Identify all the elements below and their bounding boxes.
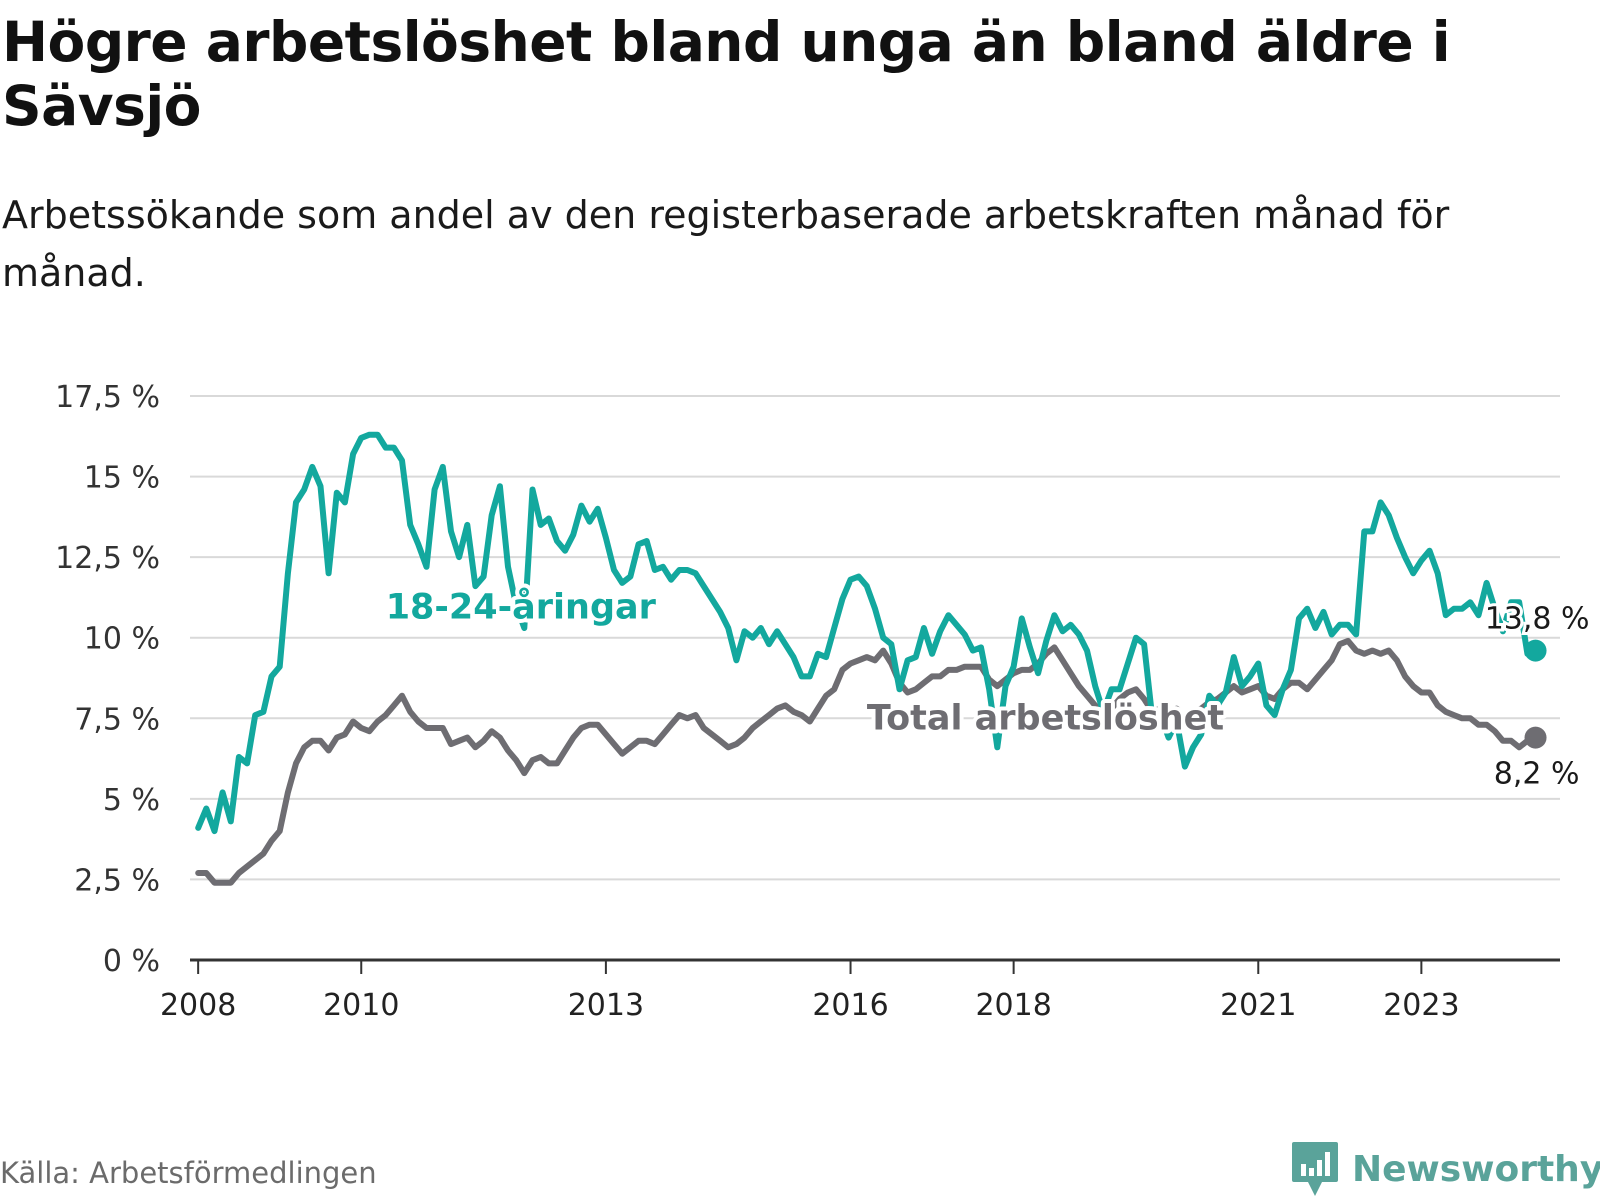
y-tick-label: 5 %: [103, 783, 160, 818]
y-tick-label: 15 %: [84, 461, 160, 496]
y-tick-label: 17,5 %: [55, 380, 160, 415]
newsworthy-logo-icon: [1292, 1142, 1338, 1196]
line-chart: 0 % 2,5 % 5 % 7,5 % 10 % 12,5 % 15 % 17,5 % 200…: [55, 380, 1593, 1023]
x-tick-label: 2018: [975, 988, 1051, 1023]
end-label-youth: 13,8 %: [1485, 602, 1590, 637]
x-tick-label: 2016: [812, 988, 888, 1023]
series-line-youth: [195, 431, 1539, 835]
series-line-total: [195, 637, 1539, 886]
x-tick-label: 2013: [568, 988, 644, 1023]
x-tick-label: 2008: [160, 988, 236, 1023]
y-axis-ticks: 0 % 2,5 % 5 % 7,5 % 10 % 12,5 % 15 % 17,5 %: [55, 380, 160, 979]
series-lines: [195, 431, 1547, 886]
end-marker-youth: [1524, 639, 1547, 662]
newsworthy-logo: Newsworthy: [1290, 1140, 1600, 1198]
end-marker-total: [1524, 726, 1547, 749]
chart-title: Högre arbetslöshet bland unga än bland ä…: [2, 10, 1451, 138]
x-tick-label: 2010: [323, 988, 399, 1023]
end-label-total: 8,2 %: [1494, 757, 1580, 792]
y-tick-label: 12,5 %: [55, 541, 160, 576]
x-tick-label: 2023: [1383, 988, 1459, 1023]
source-note: Källa: Arbetsförmedlingen: [0, 1156, 377, 1190]
y-tick-label: 0 %: [103, 944, 160, 979]
series-label-youth: 18-24-åringar: [386, 586, 657, 627]
y-tick-label: 7,5 %: [74, 702, 160, 737]
chart-subtitle: Arbetssökande som andel av den registerb…: [2, 193, 1450, 295]
x-tick-label: 2021: [1220, 988, 1296, 1023]
brand-name: Newsworthy: [1352, 1148, 1600, 1190]
series-label-total: Total arbetslöshet: [867, 699, 1224, 739]
x-axis-ticks: 2008 2010 2013 2016 2018 2021 2023: [160, 960, 1460, 1023]
series-labels: 18-24-åringar Total arbetslöshet 13,8 % 8,2…: [382, 582, 1593, 794]
grid-lines: [190, 395, 1560, 881]
y-tick-label: 10 %: [84, 622, 160, 657]
y-tick-label: 2,5 %: [74, 863, 160, 898]
